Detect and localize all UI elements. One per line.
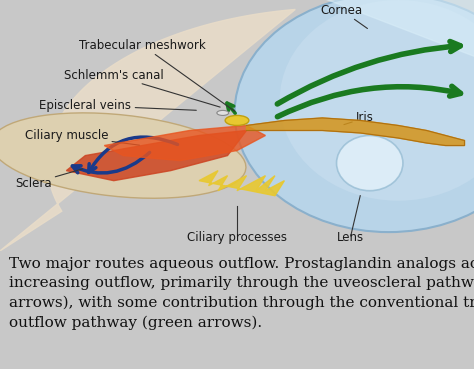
Text: Cornea: Cornea xyxy=(320,4,367,28)
Ellipse shape xyxy=(217,110,229,115)
Text: Sclera: Sclera xyxy=(15,169,82,190)
Ellipse shape xyxy=(0,113,246,198)
Ellipse shape xyxy=(337,135,403,191)
Text: Iris: Iris xyxy=(344,111,374,125)
Text: Schlemm's canal: Schlemm's canal xyxy=(64,69,220,107)
Polygon shape xyxy=(0,10,295,251)
Polygon shape xyxy=(104,125,265,161)
Text: Two major routes aqueous outflow. Prostaglandin analogs act by
increasing outflo: Two major routes aqueous outflow. Prosta… xyxy=(9,257,474,330)
Text: Ciliary processes: Ciliary processes xyxy=(187,231,287,244)
Ellipse shape xyxy=(280,0,474,201)
Polygon shape xyxy=(288,0,474,135)
Ellipse shape xyxy=(225,115,249,125)
Text: Episcleral veins: Episcleral veins xyxy=(39,99,196,112)
Ellipse shape xyxy=(235,0,474,232)
Text: Ciliary muscle: Ciliary muscle xyxy=(25,129,139,145)
Polygon shape xyxy=(199,170,284,196)
Polygon shape xyxy=(66,131,246,181)
Polygon shape xyxy=(246,118,465,145)
Text: Trabecular meshwork: Trabecular meshwork xyxy=(79,39,235,111)
Text: Lens: Lens xyxy=(337,231,365,244)
